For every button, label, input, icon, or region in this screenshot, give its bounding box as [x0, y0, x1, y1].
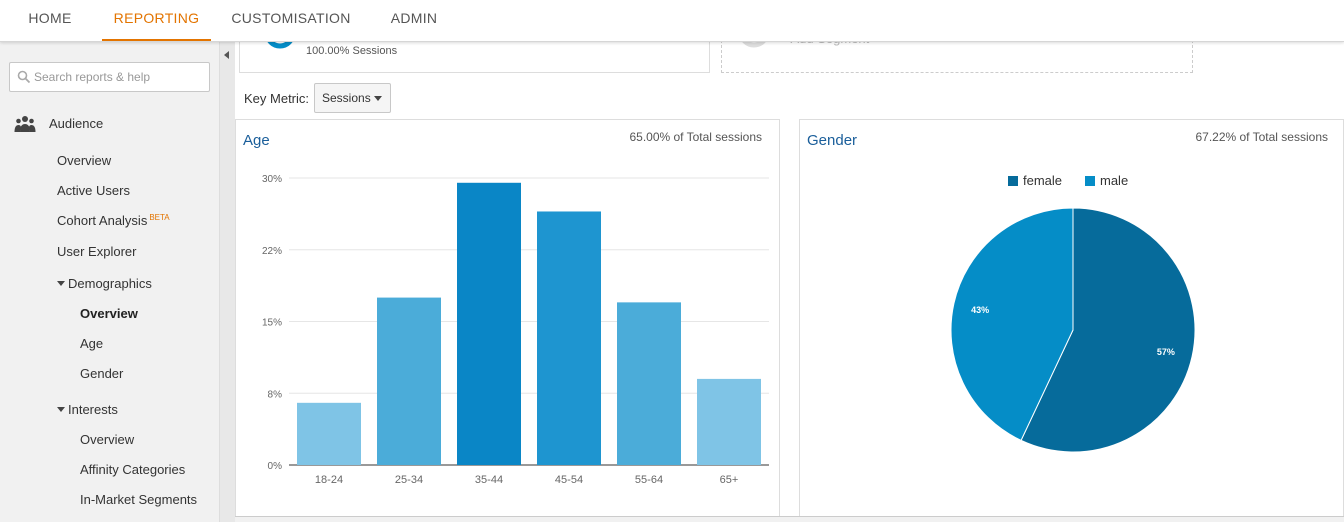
y-tick-label: 30%	[262, 174, 282, 185]
x-tick-label: 65+	[720, 474, 739, 486]
search-icon	[17, 70, 31, 84]
sidebar-item-user-explorer[interactable]: User Explorer	[57, 244, 137, 259]
sidebar-item-label: Cohort Analysis	[57, 213, 148, 228]
x-tick-label: 55-64	[635, 474, 663, 486]
gender-pie-chart: female male 57% 43%	[950, 173, 1196, 453]
gender-panel-title[interactable]: Gender	[807, 132, 858, 149]
caret-down-icon	[57, 407, 65, 412]
caret-down-icon	[57, 281, 65, 286]
bar-18-24[interactable]	[297, 402, 361, 465]
sidebar: Audience Overview Active Users Cohort An…	[0, 42, 219, 522]
beta-badge: BETA	[149, 213, 170, 222]
search-input[interactable]	[34, 68, 204, 86]
x-tick-label: 18-24	[315, 474, 343, 486]
bar-55-64[interactable]	[617, 302, 681, 465]
sidebar-item-active-users[interactable]: Active Users	[57, 183, 130, 198]
bottom-scroll-edge	[235, 516, 1344, 522]
sidebar-item-gender[interactable]: Gender	[80, 366, 124, 381]
bar-25-34[interactable]	[377, 297, 441, 465]
y-tick-label: 22%	[262, 246, 282, 257]
pie-label-female: 57%	[1157, 347, 1175, 357]
age-bar-chart: 0% 8% 15% 22% 30% 18-24 25-34 35-44 45-54 55-64 65…	[262, 174, 769, 486]
sidebar-collapse-toggle[interactable]	[219, 42, 235, 522]
sidebar-item-affinity-categories[interactable]: Affinity Categories	[80, 462, 186, 477]
top-nav: HOME REPORTING CUSTOMISATION ADMIN	[0, 0, 1344, 42]
bar-65+[interactable]	[697, 378, 761, 465]
tab-reporting[interactable]: REPORTING	[102, 0, 211, 41]
x-tick-label: 35-44	[475, 474, 503, 486]
sidebar-item-cohort-analysis[interactable]: Cohort Analysis BETA	[57, 213, 170, 228]
search-box[interactable]	[9, 62, 210, 92]
tab-customisation[interactable]: CUSTOMISATION	[231, 10, 351, 26]
pie-label-male: 43%	[971, 305, 989, 315]
sidebar-item-label: Interests	[68, 402, 118, 417]
key-metric-label: Key Metric:	[244, 91, 310, 106]
legend-swatch-male	[1085, 176, 1095, 186]
sidebar-item-in-market-segments[interactable]: In-Market Segments	[80, 492, 198, 507]
gender-panel: Gender 67.22% of Total sessions female ma…	[799, 119, 1344, 519]
chevron-down-icon	[374, 96, 382, 101]
segment-sessions-pct: 100.00% Sessions	[306, 45, 398, 57]
audience-icon	[14, 116, 36, 132]
age-panel: Age 65.00% of Total sessions 0% 8% 15% 22% 3…	[235, 119, 780, 519]
y-tick-label: 0%	[268, 461, 283, 472]
sidebar-item-overview[interactable]: Overview	[57, 153, 112, 168]
pie-slice-female[interactable]	[1020, 207, 1196, 453]
bar-45-54[interactable]	[537, 211, 601, 465]
legend-swatch-female	[1008, 176, 1018, 186]
age-total-pct: 65.00% of Total sessions	[629, 130, 762, 144]
key-metric-value: Sessions	[322, 91, 371, 105]
x-tick-label: 45-54	[555, 474, 583, 486]
bar-35-44[interactable]	[457, 182, 521, 465]
pie-slice-male[interactable]	[950, 207, 1074, 442]
tab-admin[interactable]: ADMIN	[390, 10, 438, 26]
sidebar-section-audience[interactable]: Audience	[49, 116, 104, 131]
sidebar-item-demographics-overview[interactable]: Overview	[80, 306, 138, 321]
sidebar-item-age[interactable]: Age	[80, 336, 104, 351]
sidebar-item-interests-overview[interactable]: Overview	[80, 432, 135, 447]
collapse-arrow-icon	[224, 51, 229, 59]
gender-total-pct: 67.22% of Total sessions	[1195, 130, 1328, 144]
tab-home[interactable]: HOME	[28, 10, 72, 26]
sidebar-item-demographics[interactable]: Demographics	[57, 276, 152, 291]
sidebar-item-interests[interactable]: Interests	[57, 402, 118, 417]
sidebar-item-label: Demographics	[68, 276, 152, 291]
y-tick-label: 15%	[262, 318, 282, 329]
x-tick-label: 25-34	[395, 474, 423, 486]
legend-label-male[interactable]: male	[1100, 173, 1128, 188]
key-metric-dropdown[interactable]: Sessions	[314, 83, 391, 113]
y-tick-label: 8%	[268, 389, 283, 400]
legend-label-female[interactable]: female	[1023, 173, 1062, 188]
age-panel-title[interactable]: Age	[243, 132, 270, 149]
